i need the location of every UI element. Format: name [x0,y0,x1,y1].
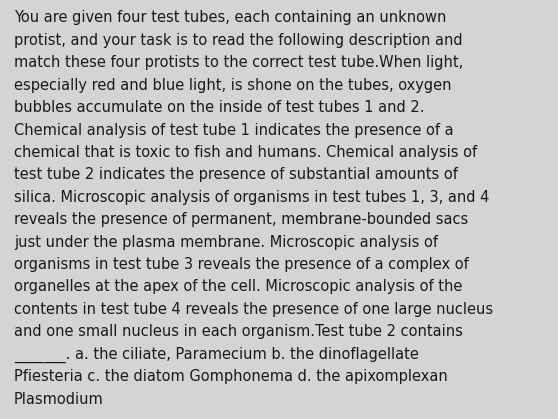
Text: reveals the presence of permanent, membrane-bounded sacs: reveals the presence of permanent, membr… [14,212,468,227]
Text: chemical that is toxic to fish and humans. Chemical analysis of: chemical that is toxic to fish and human… [14,145,477,160]
Text: Pfiesteria c. the diatom Gomphonema d. the apixomplexan: Pfiesteria c. the diatom Gomphonema d. t… [14,369,448,384]
Text: organisms in test tube 3 reveals the presence of a complex of: organisms in test tube 3 reveals the pre… [14,257,469,272]
Text: Plasmodium: Plasmodium [14,391,104,406]
Text: just under the plasma membrane. Microscopic analysis of: just under the plasma membrane. Microsco… [14,235,438,250]
Text: and one small nucleus in each organism.Test tube 2 contains: and one small nucleus in each organism.T… [14,324,463,339]
Text: especially red and blue light, is shone on the tubes, oxygen: especially red and blue light, is shone … [14,78,451,93]
Text: test tube 2 indicates the presence of substantial amounts of: test tube 2 indicates the presence of su… [14,167,458,182]
Text: Chemical analysis of test tube 1 indicates the presence of a: Chemical analysis of test tube 1 indicat… [14,122,454,137]
Text: bubbles accumulate on the inside of test tubes 1 and 2.: bubbles accumulate on the inside of test… [14,100,425,115]
Text: match these four protists to the correct test tube.When light,: match these four protists to the correct… [14,55,463,70]
Text: contents in test tube 4 reveals the presence of one large nucleus: contents in test tube 4 reveals the pres… [14,302,493,317]
Text: silica. Microscopic analysis of organisms in test tubes 1, 3, and 4: silica. Microscopic analysis of organism… [14,190,489,205]
Text: You are given four test tubes, each containing an unknown: You are given four test tubes, each cont… [14,10,446,26]
Text: organelles at the apex of the cell. Microscopic analysis of the: organelles at the apex of the cell. Micr… [14,279,463,295]
Text: protist, and your task is to read the following description and: protist, and your task is to read the fo… [14,33,463,48]
Text: _______. a. the ciliate, Paramecium b. the dinoflagellate: _______. a. the ciliate, Paramecium b. t… [14,347,419,363]
